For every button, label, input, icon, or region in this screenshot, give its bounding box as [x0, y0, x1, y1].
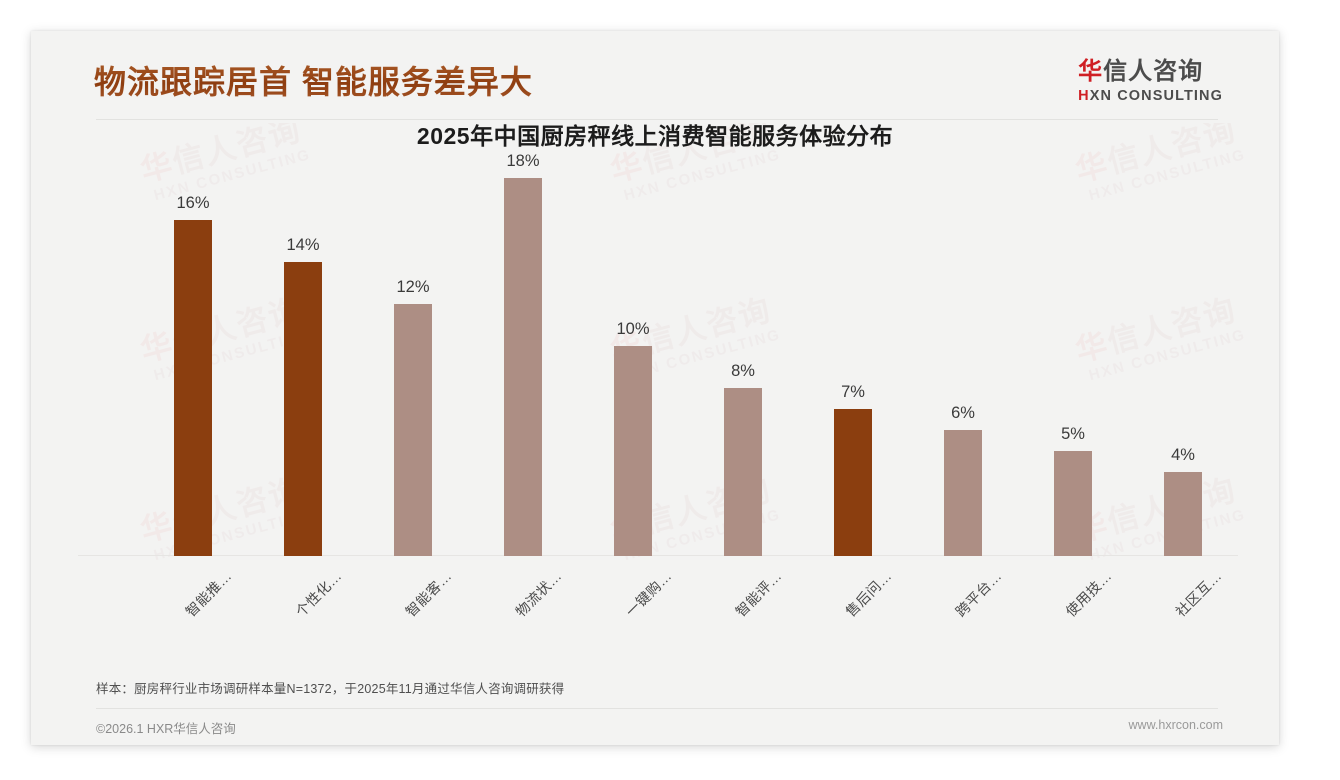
x-axis-labels: 智能推… 个性化… 智能客… 物流状… 一键购… 智能评… 售后问… 跨平台… 使用技… 社区互… — [78, 556, 1238, 646]
x-axis-tick-label: 个性化… — [292, 567, 345, 620]
bar-group: 8% — [688, 181, 798, 556]
bar[interactable] — [834, 409, 872, 556]
x-axis-tick-label: 智能推… — [182, 567, 235, 620]
bar-value-label: 10% — [616, 320, 650, 338]
bar-value-label: 12% — [396, 278, 430, 296]
bar-value-label: 5% — [1061, 425, 1085, 443]
bar-group: 12% — [358, 181, 468, 556]
bar[interactable] — [504, 178, 542, 556]
x-axis-label-slot: 社区互… — [1128, 556, 1238, 646]
x-axis-tick-label: 使用技… — [1062, 567, 1115, 620]
bar-group: 7% — [798, 181, 908, 556]
x-axis-label-slot: 物流状… — [468, 556, 578, 646]
bar-value-label: 16% — [176, 194, 210, 212]
bar[interactable] — [394, 304, 432, 556]
logo-en-accent-char: H — [1078, 87, 1090, 104]
bar-group: 6% — [908, 181, 1018, 556]
logo-accent-char: 华 — [1078, 58, 1104, 85]
x-axis-tick-label: 智能评… — [732, 567, 785, 620]
x-axis-tick-label: 一键购… — [622, 567, 675, 620]
x-axis-label-slot: 使用技… — [1018, 556, 1128, 646]
bar[interactable] — [284, 262, 322, 556]
bar-value-label: 18% — [506, 152, 540, 170]
bar-value-label: 14% — [286, 236, 320, 254]
x-axis-tick-label: 物流状… — [512, 567, 565, 620]
bar-value-label: 8% — [731, 362, 755, 380]
x-axis-tick-label: 社区互… — [1172, 567, 1225, 620]
bar-group: 10% — [578, 181, 688, 556]
x-axis-label-slot: 跨平台… — [908, 556, 1018, 646]
bar-group: 16% — [138, 181, 248, 556]
x-axis-label-slot: 一键购… — [578, 556, 688, 646]
bar[interactable] — [724, 388, 762, 556]
brand-logo: 华信人咨询 HXN CONSULTING — [1078, 58, 1223, 104]
bar-chart-plot-area: 16% 14% 12% 18% 10% 8% 7% 6% 5% 4% — [78, 152, 1238, 556]
page-title: 物流跟踪居首 智能服务差异大 — [94, 57, 533, 103]
bar[interactable] — [1054, 451, 1092, 556]
bar[interactable] — [944, 430, 982, 556]
x-axis-tick-label: 跨平台… — [952, 567, 1005, 620]
x-axis-tick-label: 智能客… — [402, 567, 455, 620]
bar-group: 14% — [248, 181, 358, 556]
bar-group: 18% — [468, 152, 578, 556]
x-axis-label-slot: 售后问… — [798, 556, 908, 646]
chart-title: 2025年中国厨房秤线上消费智能服务体验分布 — [416, 123, 894, 149]
bar-value-label: 6% — [951, 404, 975, 422]
slide-header: 物流跟踪居首 智能服务差异大 华信人咨询 HXN CONSULTING — [31, 31, 1279, 123]
x-axis-label-slot: 个性化… — [248, 556, 358, 646]
bar-group: 4% — [1128, 181, 1238, 556]
footer-divider — [96, 708, 1218, 709]
bar[interactable] — [614, 346, 652, 556]
slide-card: 物流跟踪居首 智能服务差异大 华信人咨询 HXN CONSULTING 华信人咨… — [31, 31, 1279, 745]
bar-group: 5% — [1018, 181, 1128, 556]
x-axis-baseline — [78, 555, 1238, 556]
logo-english-rest: XN CONSULTING — [1089, 87, 1223, 104]
x-axis-tick-label: 售后问… — [842, 567, 895, 620]
x-axis-label-slot: 智能评… — [688, 556, 798, 646]
source-note: 样本：厨房秤行业市场调研样本量N=1372，于2025年11月通过华信人咨询调研… — [96, 682, 565, 696]
logo-english-text: HXN CONSULTING — [1078, 88, 1223, 104]
bar[interactable] — [174, 220, 212, 556]
footer-copyright: ©2026.1 HXR华信人咨询 — [96, 722, 236, 736]
bar-value-label: 7% — [841, 383, 865, 401]
logo-chinese-text: 华信人咨询 — [1078, 58, 1223, 86]
x-axis-label-slot: 智能推… — [138, 556, 248, 646]
footer-website[interactable]: www.hxrcon.com — [1128, 718, 1223, 732]
bar[interactable] — [1164, 472, 1202, 556]
x-axis-label-slot: 智能客… — [358, 556, 468, 646]
header-divider — [96, 119, 1218, 120]
logo-chinese-rest: 信人咨询 — [1103, 58, 1204, 85]
bar-value-label: 4% — [1171, 446, 1195, 464]
